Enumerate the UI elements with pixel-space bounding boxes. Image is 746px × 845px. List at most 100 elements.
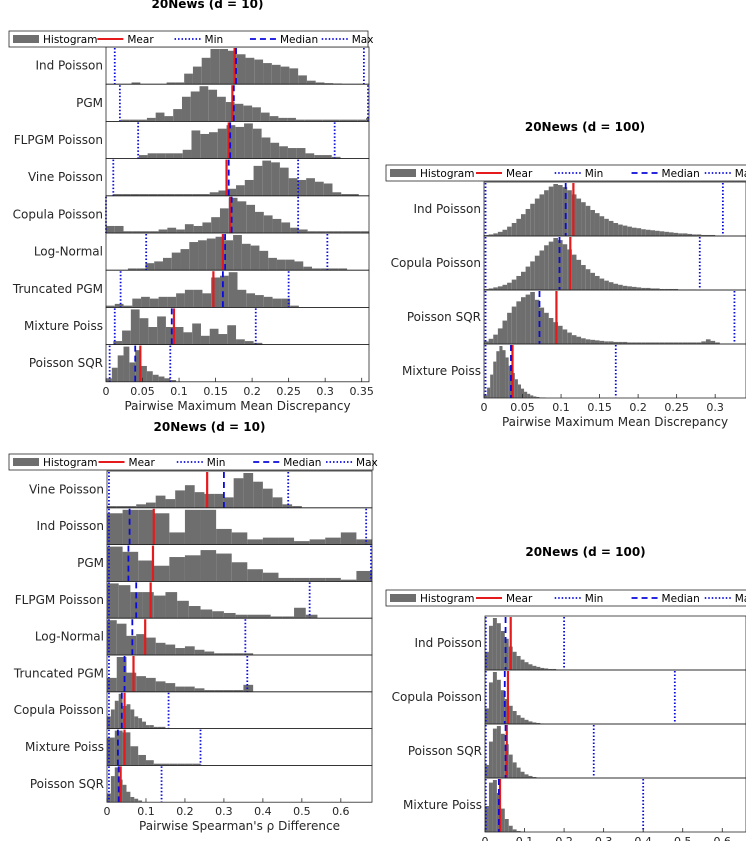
histogram-bar [107, 583, 119, 619]
row-label: Mixture Poiss [403, 798, 482, 812]
row-pgm: PGM [76, 83, 370, 122]
histogram-bar [227, 188, 237, 196]
histogram-bar [655, 288, 660, 290]
histogram-bar [126, 635, 137, 655]
histogram-bar [534, 299, 540, 344]
row-label: Copula Poisson [13, 207, 103, 221]
histogram-bar [138, 718, 143, 729]
histogram-bar [504, 638, 509, 670]
histogram-bar [492, 780, 497, 832]
x-tick-label: 0.2 [176, 805, 194, 818]
histogram-bar [581, 202, 586, 236]
histogram-bar [496, 679, 501, 724]
histogram-bar [356, 570, 372, 582]
histogram-bar [276, 259, 286, 271]
histogram-bar [613, 223, 619, 236]
x-tick-label: 0.05 [130, 385, 155, 398]
histogram-bar [153, 726, 158, 729]
histogram-bar [184, 555, 201, 582]
histogram-bar [114, 303, 124, 308]
histogram-bar [167, 227, 177, 233]
histogram-bar [516, 767, 521, 778]
histogram-bar [312, 268, 321, 271]
histogram-bar [622, 285, 628, 290]
histogram-bar [512, 711, 517, 724]
histogram-bar [678, 233, 683, 236]
histogram-bar [170, 380, 177, 382]
histogram-bar [342, 231, 352, 233]
histogram-bar [138, 509, 154, 545]
histogram-bar [627, 286, 632, 290]
histogram-bar [166, 82, 176, 85]
histogram-bar [176, 293, 185, 308]
histogram-bar [525, 266, 531, 290]
histogram-bar [204, 690, 215, 692]
histogram-bar [217, 96, 226, 122]
row-frame [106, 765, 373, 803]
histogram-bar [211, 277, 220, 308]
histogram-bar [322, 119, 332, 122]
row-label: Ind Poisson [413, 202, 481, 216]
histogram-bar [678, 342, 683, 344]
histogram-bar [173, 109, 182, 122]
histogram-bar [165, 592, 178, 619]
histogram-bar [585, 339, 591, 344]
histogram-bar [645, 287, 651, 290]
histogram-bar [571, 254, 577, 290]
histogram-bar [270, 616, 283, 619]
histogram-bar [200, 133, 210, 159]
histogram-bar [226, 125, 236, 159]
x-axis-label: Pairwise Maximum Mean Discrepancy [502, 415, 728, 429]
histogram-bar [107, 737, 115, 766]
histogram-bar [305, 614, 318, 619]
legend-label-histogram: Histogram [420, 168, 474, 180]
histogram-bar [530, 292, 535, 344]
histogram-bar [295, 119, 305, 122]
histogram-bar [715, 342, 720, 344]
histogram-bar [154, 261, 163, 271]
histogram-bar [710, 340, 716, 344]
row-poisson-sqr: Poisson SQR [407, 289, 746, 345]
histogram-bar [262, 160, 272, 196]
histogram-bar [132, 231, 142, 233]
histogram-bar [525, 294, 531, 344]
histogram-bar [177, 763, 185, 766]
histogram-bar [130, 796, 135, 803]
x-tick-label: 0.5 [674, 835, 692, 841]
histogram-bar [502, 284, 508, 290]
histogram-bar [236, 54, 246, 85]
histogram-bar [218, 334, 228, 345]
histogram-bar [237, 201, 247, 233]
row-label: PGM [76, 96, 103, 110]
histogram-bar [507, 282, 512, 290]
histogram-bar [604, 280, 609, 290]
histogram-bar [184, 509, 201, 545]
row-label: Ind Poisson [414, 636, 482, 650]
histogram-bar [484, 341, 489, 344]
histogram-bar [641, 342, 646, 344]
row-vine-poisson: Vine Poisson [28, 158, 370, 197]
histogram-bar [594, 340, 600, 344]
histogram-bar [502, 320, 508, 344]
histogram-bar [148, 327, 158, 345]
histogram-bar [278, 537, 295, 545]
histogram-bar [106, 378, 112, 382]
histogram-bar [158, 376, 165, 382]
row-copula-poisson: Copula Poisson [391, 235, 746, 291]
histogram-bar [701, 341, 706, 344]
row-ind-poisson: Ind Poisson [36, 507, 373, 545]
histogram-bar [581, 265, 586, 290]
histogram-bar [673, 232, 679, 236]
histogram-bar [332, 192, 342, 196]
histogram-bar [225, 102, 235, 122]
histogram-bar [247, 569, 263, 582]
histogram-bar [192, 323, 201, 345]
histogram-bar [123, 231, 133, 233]
histogram-bar [138, 800, 143, 803]
histogram-bar [520, 771, 525, 778]
histogram-bar [175, 490, 185, 508]
legend-swatch-histogram [390, 594, 416, 602]
histogram-bar [241, 243, 251, 271]
histogram-bar [488, 234, 494, 236]
